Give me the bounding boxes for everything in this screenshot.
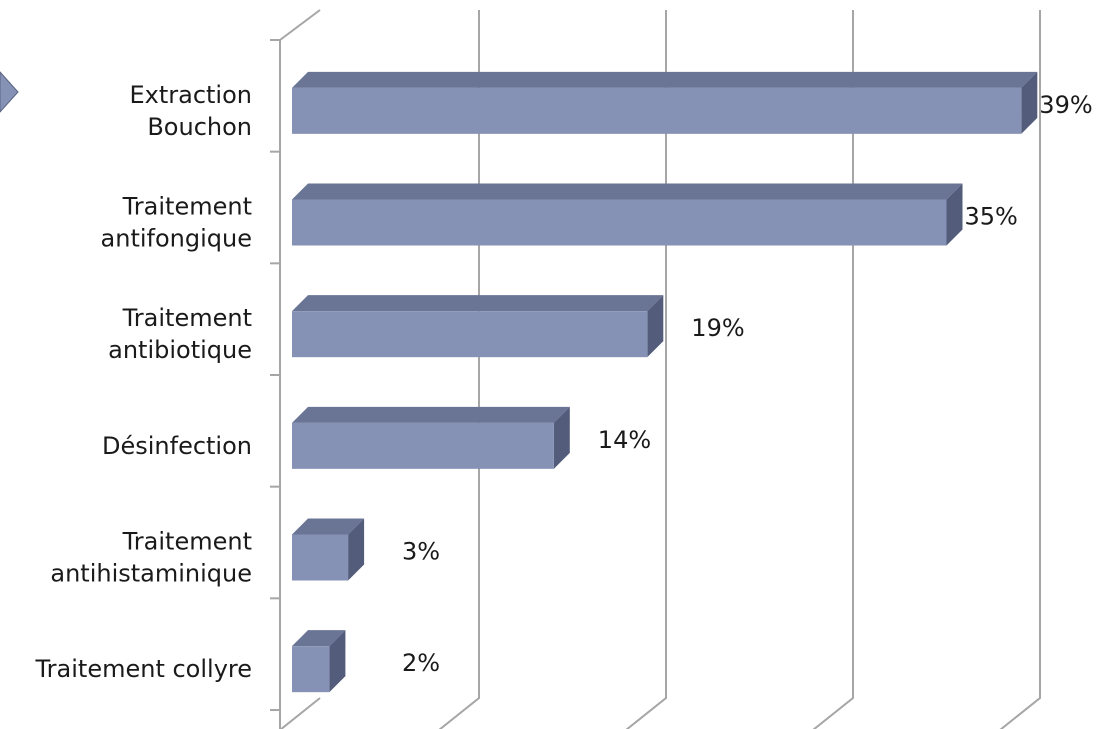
bar bbox=[292, 295, 664, 358]
bar-side-face bbox=[348, 518, 365, 581]
bar-front-face bbox=[292, 311, 648, 358]
category-label-line: antifongique bbox=[101, 225, 252, 253]
category-label-line: Extraction bbox=[129, 81, 252, 109]
category-label-line: Traitement collyre bbox=[35, 655, 252, 683]
data-label: 35% bbox=[965, 203, 1018, 231]
data-label: 3% bbox=[402, 538, 440, 566]
bar-side-face bbox=[946, 183, 963, 246]
category-label-line: Traitement bbox=[122, 193, 252, 221]
bar-front-face bbox=[292, 646, 330, 693]
category-axis bbox=[270, 9, 321, 729]
data-label: 2% bbox=[402, 649, 440, 677]
bar-side-face bbox=[647, 295, 664, 358]
bar bbox=[292, 630, 346, 693]
bar-side-face bbox=[1021, 71, 1038, 134]
category-label: Traitement antifongique bbox=[101, 193, 252, 253]
data-label: 14% bbox=[598, 426, 651, 454]
bar-top-face bbox=[292, 518, 365, 535]
data-labels: 39% 35% 19% 14% 3% 2% bbox=[402, 91, 1093, 677]
data-label: 19% bbox=[691, 314, 744, 342]
category-label: Extraction Bouchon bbox=[129, 81, 252, 141]
bar bbox=[292, 183, 963, 246]
category-label-line: Bouchon bbox=[147, 113, 252, 141]
category-label: Traitement antihistaminique bbox=[50, 528, 252, 588]
category-label: Traitement collyre bbox=[35, 655, 252, 683]
bar-side-face bbox=[329, 630, 346, 693]
category-label-line: Désinfection bbox=[102, 432, 252, 460]
category-label-line: antibiotique bbox=[108, 336, 252, 364]
bar bbox=[292, 406, 570, 469]
category-label: Traitement antibiotique bbox=[108, 304, 252, 364]
bar bbox=[292, 71, 1038, 134]
decor-layer bbox=[0, 71, 19, 113]
bar-top-face bbox=[292, 71, 1038, 88]
bar-front-face bbox=[292, 87, 1022, 134]
category-label-line: antihistaminique bbox=[50, 560, 252, 588]
bar-front-face bbox=[292, 199, 947, 246]
bars bbox=[292, 71, 1038, 693]
axis-floor-line bbox=[279, 697, 321, 729]
bar-side-face bbox=[553, 406, 570, 469]
bar-front-face bbox=[292, 534, 349, 581]
bar-top-face bbox=[292, 183, 963, 200]
bar-top-face bbox=[292, 295, 664, 312]
bar-top-face bbox=[292, 630, 346, 647]
category-label-line: Traitement bbox=[122, 528, 252, 556]
bar-top-face bbox=[292, 406, 570, 423]
category-label-line: Traitement bbox=[122, 304, 252, 332]
gridline bbox=[999, 10, 1041, 729]
category-label: Désinfection bbox=[102, 432, 252, 460]
data-label: 39% bbox=[1039, 91, 1092, 119]
bar-front-face bbox=[292, 422, 554, 469]
decor-arrow-icon bbox=[0, 71, 19, 113]
bar bbox=[292, 518, 365, 581]
